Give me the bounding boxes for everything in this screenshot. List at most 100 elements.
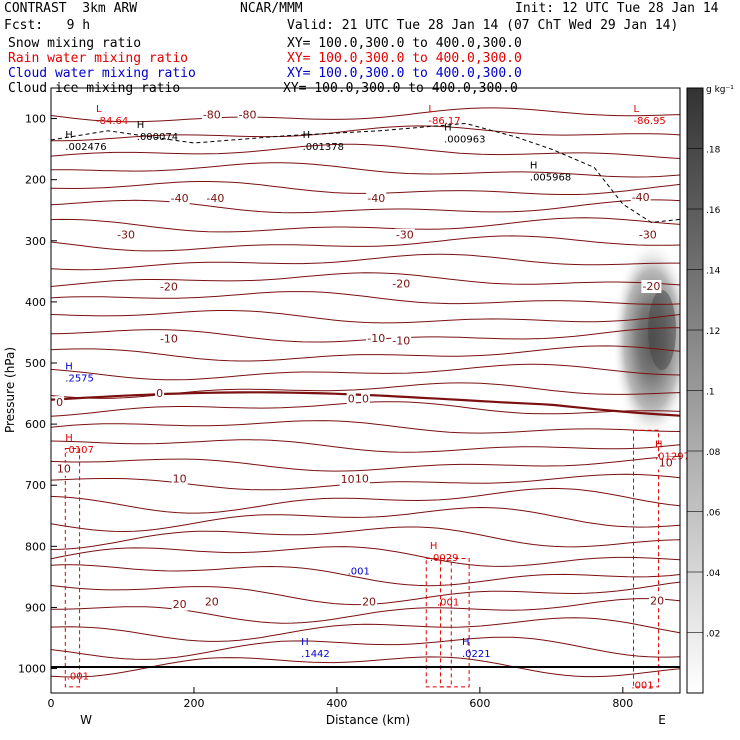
isotherm-label-bg [361,595,378,609]
extremum-marker: H [65,361,73,372]
isotherm-line [51,143,680,159]
extremum-value: .001378 [303,142,344,153]
extremum-marker: H [303,130,311,141]
extremum-value: .01297 [655,452,690,463]
rain-contour [64,448,81,688]
isotherm-label-bg [657,456,674,470]
colorbar: g kg⁻¹ .02 .04 .06 .08 .1 .12 .14 .16 .18 [686,85,734,694]
x-tick-label: 800 [612,697,633,710]
isotherm-label-bg [366,331,387,345]
isotherm-line [51,107,680,123]
isotherm-label: 10 [341,473,355,486]
colorbar-tick-label: .08 [706,448,721,458]
west-endpoint: W [80,713,92,727]
isotherm-label: 20 [362,595,376,608]
y-tick-label: 1000 [18,663,46,676]
isotherm-label-bg [339,473,356,487]
isotherm-label: 0 [156,387,163,400]
isotherm-label: 20 [650,595,664,608]
valid-time: Valid: 21 UTC Tue 28 Jan 14 (07 ChT Wed … [287,18,679,33]
snow-shaded-region [612,240,680,440]
isotherm-label-bg [205,192,226,205]
field-xy-cloud-water: XY= 100.0,300.0 to 400.0,300.0 [287,66,522,81]
contour-label: .001 [631,681,653,692]
isotherm-label: -30 [396,229,414,242]
extremum-value: .002476 [65,142,106,153]
y-tick-label: 100 [25,113,46,126]
isotherm-label: 10 [355,473,369,486]
isotherm-label-bg [391,277,412,291]
isotherm-label: -10 [367,332,385,345]
isotherm-label-bg [171,597,188,611]
isotherm-label-bg [391,334,412,348]
isotherm-line [51,455,680,472]
isotherm-label-bg [201,108,222,122]
isotherm-label: -40 [367,192,385,205]
isotherm-line [51,125,680,142]
isotherm-line [51,345,680,362]
isotherm-line [51,272,680,287]
isotherm-label-bg [641,280,662,293]
y-tick-label: 300 [25,235,46,248]
colorbar-tick-label: .04 [706,569,721,579]
isotherm-label: -10 [160,333,178,346]
colorbar-units: g kg⁻¹ [706,85,734,95]
model-title: CONTRAST 3km ARW [4,1,138,16]
isotherm-label-bg [630,190,651,204]
extremum-marker: L [428,104,434,115]
y-tick-label: 800 [25,540,46,553]
colorbar-tick-label: .06 [706,509,721,519]
east-endpoint: E [658,713,666,727]
isotherm-line [51,235,680,252]
isotherm-label-bg [237,108,258,122]
isotherm-label-bg [203,595,220,609]
init-time: Init: 12 UTC Tue 28 Jan 14 [515,1,719,16]
isotherm-label-bg [158,280,179,294]
isotherm-line [51,487,680,514]
extremum-value: .1442 [301,649,330,660]
isotherm-label-bg [361,392,370,406]
isotherm-label-bg [649,594,666,608]
isotherm-label: 10 [57,463,71,476]
contour-label: .001 [67,672,89,683]
forecast-hour: Fcst: 9 h [4,18,91,33]
y-tick-label: 700 [25,479,46,492]
isotherm-line [51,546,680,567]
y-tick-label: 500 [25,357,46,370]
isotherm-label: 10 [173,473,187,486]
contour-label: .001 [437,598,459,609]
y-tick-label: 600 [25,418,46,431]
colorbar-tick-label: .16 [706,206,721,216]
isotherm-line [51,420,680,434]
isotherm-line [51,217,680,233]
cloud-ice-contour [51,122,680,223]
isotherm-label: 10 [659,457,673,470]
isotherm-label: 20 [173,598,187,611]
extremum-marker: H [430,541,438,552]
isotherm-line [51,327,680,343]
isotherm-label-bg [55,462,72,476]
isotherm-line [51,598,680,624]
isotherm-label-bg [169,192,190,205]
isotherm-label-bg [366,192,387,205]
extremum-value: .2575 [65,373,94,384]
colorbar-tick-label: .12 [706,327,720,337]
isotherm-label-bg [171,472,188,486]
extremum-marker: H [530,160,538,171]
extremum-marker: H [65,130,73,141]
isotherm-label: 0 [362,392,369,405]
extremum-value: -86.95 [634,116,666,127]
extremum-marker: H [462,637,470,648]
isotherm-line [51,439,680,453]
isotherm-label-bg [346,392,356,406]
field-name-rain: Rain water mixing ratio [8,51,189,66]
isotherm-label: 20 [205,595,219,608]
y-tick-label: 200 [25,174,46,187]
isotherm-label: -80 [203,108,221,121]
colorbar-tick-label: .1 [706,388,715,398]
isotherm-label-bg [55,396,65,410]
extremum-marker: L [96,104,102,115]
y-tick-label: 400 [25,296,46,309]
isotherm-line [51,291,680,305]
isotherm-label: -20 [392,278,410,291]
